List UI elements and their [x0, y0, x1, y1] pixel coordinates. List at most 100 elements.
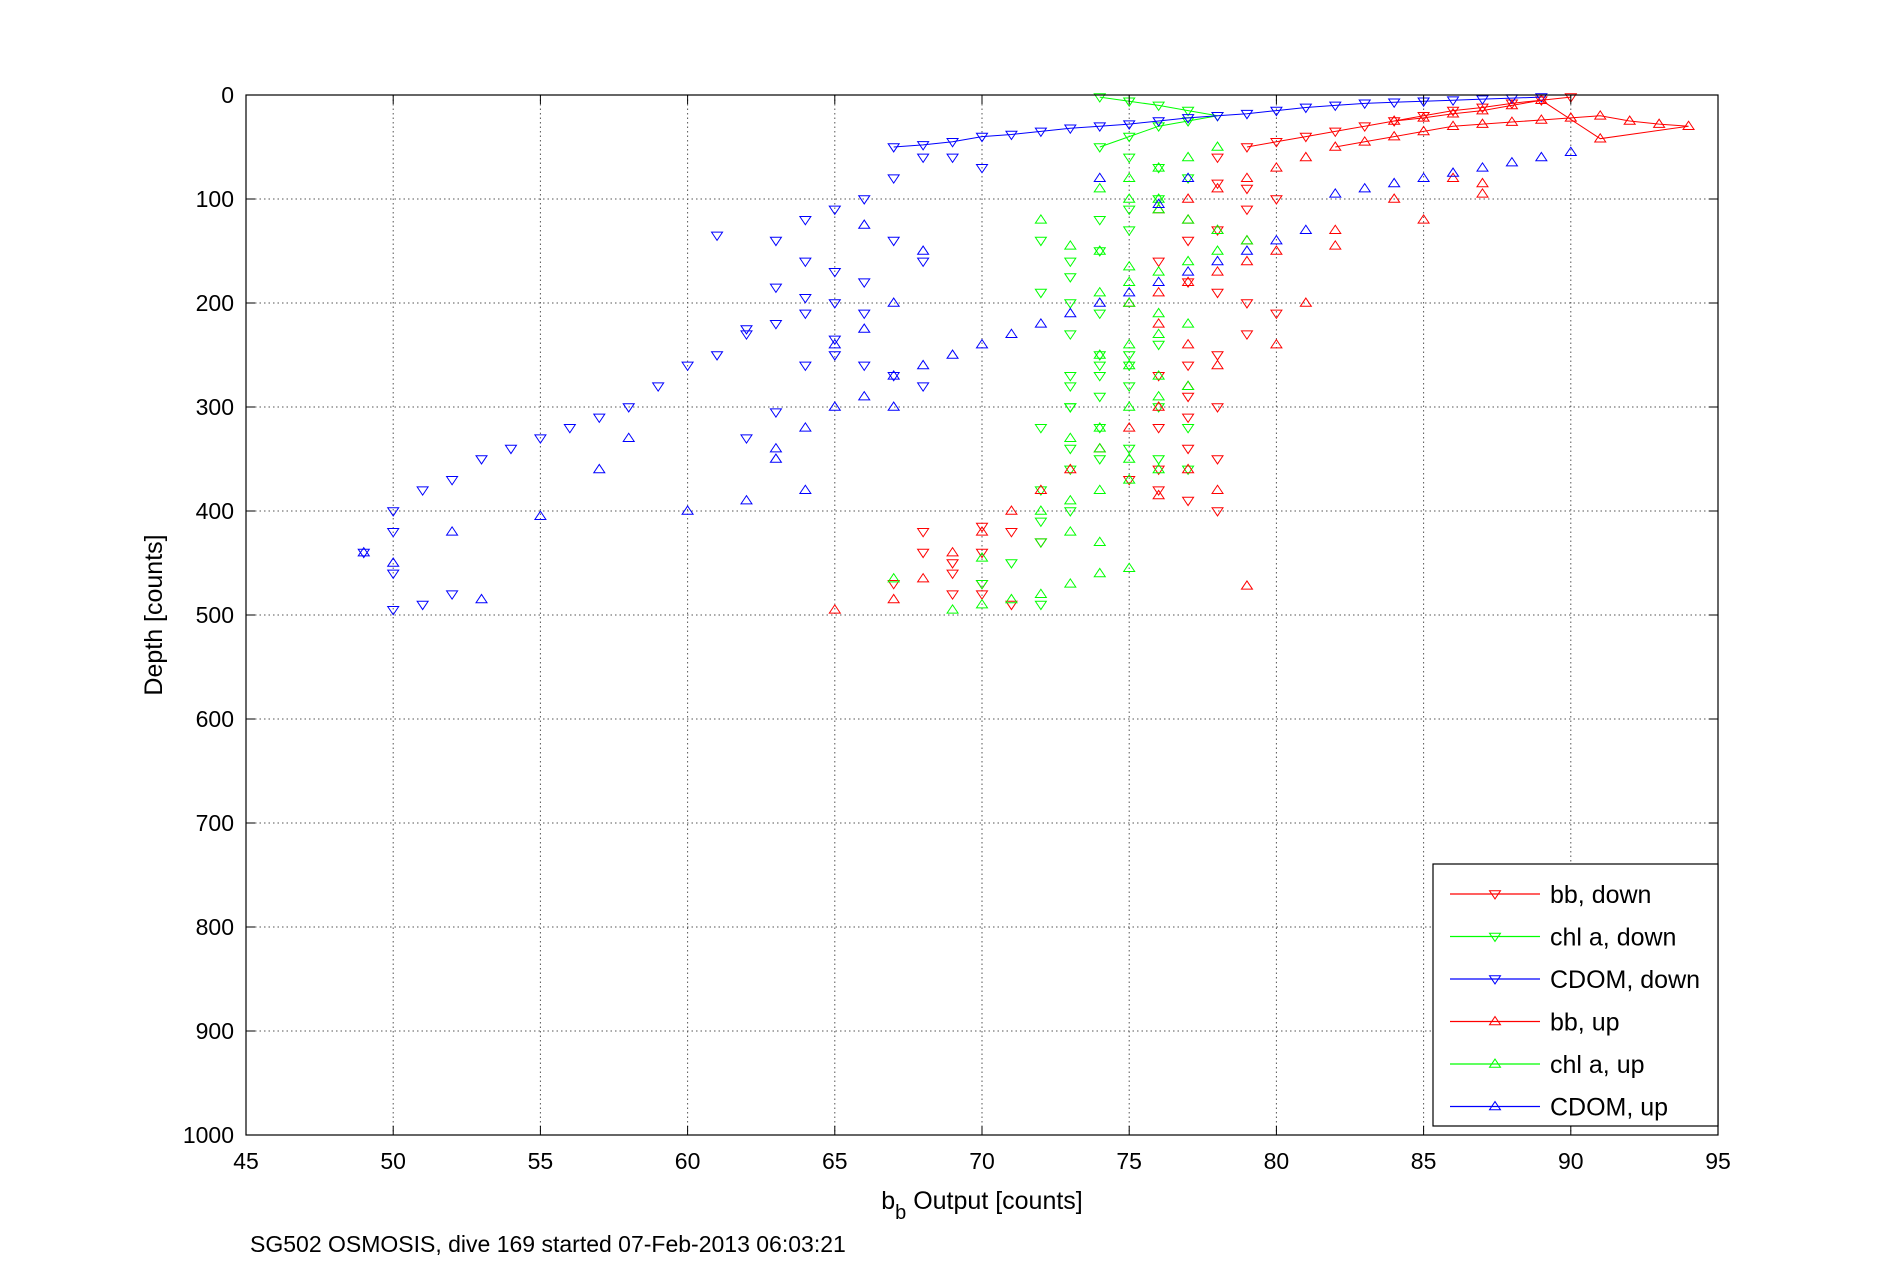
data-point [1152, 369, 1166, 380]
data-point [1152, 463, 1166, 474]
legend-box [1432, 863, 1719, 1127]
data-point [975, 164, 989, 174]
data-point [1005, 600, 1018, 611]
data-point [1181, 392, 1195, 403]
data-point [946, 569, 959, 580]
data-point [828, 268, 842, 278]
data-point [1152, 465, 1166, 476]
legend-item: CDOM, down [1450, 966, 1700, 994]
data-point [1181, 496, 1195, 507]
data-point [1152, 317, 1166, 328]
data-point [1122, 401, 1136, 411]
series-line [893, 96, 1542, 148]
data-point [1181, 172, 1195, 182]
y-tick-label: 800 [196, 914, 234, 940]
series-1 [887, 93, 1578, 611]
data-point [740, 330, 753, 341]
data-point [1181, 338, 1195, 349]
data-point [1446, 107, 1460, 118]
data-point [1034, 505, 1048, 515]
data-point [1122, 260, 1136, 271]
data-point [798, 361, 812, 372]
data-point [887, 236, 901, 247]
data-point [1240, 255, 1254, 266]
y-tick-label: 400 [196, 498, 234, 524]
data-point [1152, 265, 1166, 276]
data-point [1034, 600, 1048, 611]
data-point [740, 325, 753, 335]
data-point [1593, 109, 1607, 120]
data-point [1122, 453, 1136, 463]
data-point [1034, 127, 1048, 138]
data-point [975, 598, 989, 609]
data-point [1211, 507, 1224, 517]
data-point [1122, 361, 1136, 372]
data-point [828, 603, 842, 614]
series-line [1335, 99, 1689, 148]
legend-item: chl a, up [1450, 1051, 1645, 1079]
data-point [1358, 99, 1372, 110]
data-point [1122, 153, 1136, 164]
data-point [769, 442, 783, 453]
data-point [681, 361, 695, 372]
data-point [769, 408, 783, 419]
data-point [1093, 421, 1107, 432]
data-point [1240, 205, 1254, 216]
data-point [681, 505, 695, 515]
data-point [1152, 328, 1166, 338]
y-tick-label: 200 [196, 290, 234, 316]
data-point [798, 484, 812, 494]
data-point [1093, 442, 1107, 453]
data-point [1093, 455, 1107, 465]
data-point [1181, 236, 1195, 247]
data-point [1093, 245, 1107, 255]
data-point [1034, 424, 1048, 434]
data-point [1564, 93, 1578, 103]
legend-swatch-marker [1488, 1058, 1502, 1068]
legend-label: chl a, up [1550, 1051, 1645, 1079]
data-point [1093, 286, 1107, 297]
data-point [1240, 143, 1254, 153]
legend-swatch-marker [1488, 932, 1502, 943]
data-point [916, 382, 930, 393]
data-point [1387, 98, 1401, 109]
data-point [1122, 226, 1136, 237]
data-point [769, 283, 783, 294]
data-point [1358, 135, 1372, 146]
data-point [1181, 151, 1195, 162]
data-point [1152, 276, 1166, 286]
data-point [1505, 116, 1519, 126]
data-point [916, 359, 930, 370]
data-point [1476, 161, 1489, 172]
legend-item: chl a, down [1450, 924, 1676, 952]
data-point [857, 323, 871, 333]
data-point [887, 369, 901, 380]
data-point [1005, 559, 1018, 569]
legend-item: bb, down [1450, 881, 1651, 909]
data-point [1122, 172, 1136, 182]
data-point [1093, 143, 1107, 153]
data-point [1122, 359, 1136, 370]
x-axis-title: bb Output [counts] [881, 1187, 1083, 1224]
data-point [1211, 265, 1224, 276]
legend-item: CDOM, up [1450, 1094, 1668, 1122]
data-point [798, 216, 812, 226]
data-point [1269, 245, 1283, 255]
data-point [1181, 114, 1195, 124]
data-point [1063, 299, 1077, 309]
data-point [1152, 372, 1166, 382]
data-point [1181, 174, 1195, 185]
data-point [1063, 330, 1077, 341]
y-axis-ticks: 0 100 200 300 400 500 600 700 800 900 1000 [183, 82, 1718, 1148]
data-point [887, 372, 901, 382]
data-point [916, 548, 930, 559]
data-point [1093, 349, 1107, 359]
data-point [1211, 182, 1224, 193]
data-point [946, 153, 959, 164]
data-point [1063, 432, 1077, 442]
legend-label: bb, up [1550, 1009, 1620, 1037]
data-point [1063, 372, 1077, 382]
x-tick-label: 90 [1558, 1148, 1584, 1174]
x-tick-label: 60 [675, 1148, 701, 1174]
y-tick-label: 0 [221, 82, 234, 108]
